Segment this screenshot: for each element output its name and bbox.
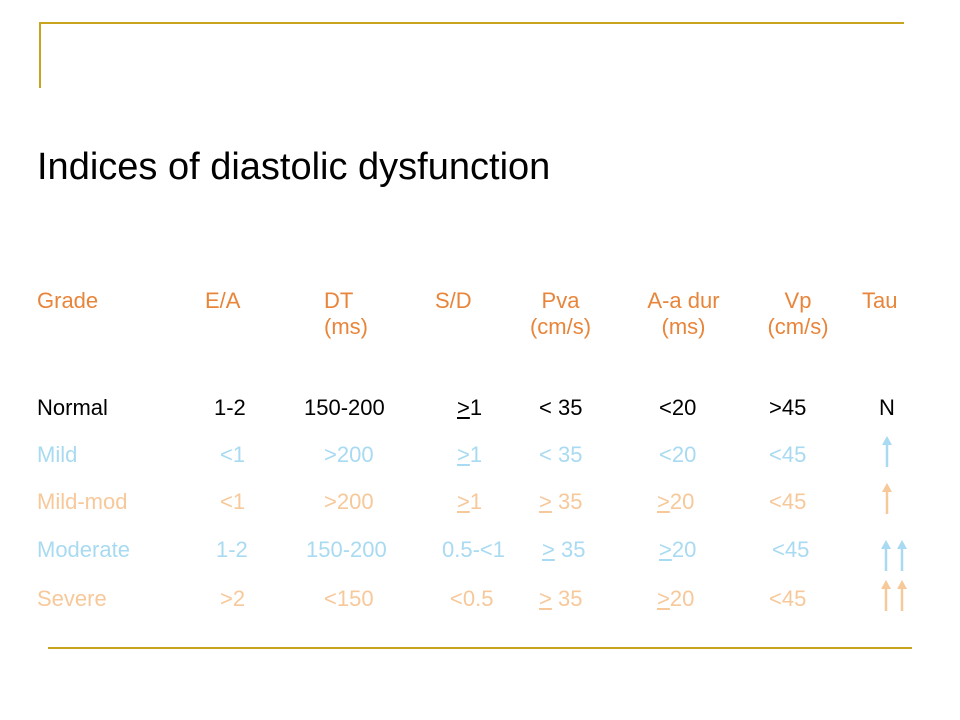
header-dt-label: DT	[324, 288, 354, 313]
cell-sd: >1	[457, 442, 482, 468]
cell-dt: 150-200	[306, 537, 387, 562]
cell-sd: 0.5-<1	[442, 537, 505, 562]
cell-aadur: <20	[659, 442, 697, 467]
cell-pva: < 35	[539, 395, 583, 420]
frame-left-rule	[39, 22, 41, 88]
cell-vp: >45	[769, 395, 807, 420]
cell-aadur-symbol: >	[657, 489, 670, 514]
cell-grade: Moderate	[37, 537, 130, 562]
cell-pva-value: 35	[554, 537, 586, 562]
header-grade: Grade	[37, 288, 99, 313]
header-ea: E/A	[205, 288, 241, 313]
cell-pva-symbol: >	[539, 586, 552, 611]
cell-sd-value: 1	[469, 489, 483, 514]
cell-aadur: >20	[657, 489, 694, 515]
cell-grade: Mild	[37, 442, 78, 467]
header-aadur: A-a dur (ms)	[636, 288, 731, 340]
cell-sd-symbol: >	[457, 395, 470, 420]
cell-dt: >200	[324, 442, 374, 467]
header-aadur-label: A-a dur	[647, 288, 720, 313]
cell-ea: <1	[220, 489, 246, 514]
header-vp: Vp (cm/s)	[758, 288, 838, 340]
cell-sd-value: 1	[469, 395, 483, 420]
cell-pva-value: 35	[551, 586, 583, 611]
cell-aadur: <20	[659, 395, 697, 420]
frame-bottom-rule	[48, 647, 912, 649]
header-pva: Pva (cm/s)	[523, 288, 598, 340]
cell-vp: <45	[769, 442, 807, 467]
cell-vp: <45	[769, 586, 807, 611]
cell-sd-symbol: >	[457, 489, 470, 514]
cell-ea: 1-2	[216, 537, 248, 562]
frame-top-rule	[39, 22, 904, 24]
cell-ea: 1-2	[214, 395, 246, 420]
header-vp-label: Vp	[784, 288, 812, 313]
cell-aadur-symbol: >	[659, 537, 672, 562]
cell-aadur-value: 20	[671, 537, 697, 562]
double-up-arrow-icon	[881, 580, 907, 611]
cell-aadur-symbol: >	[657, 586, 670, 611]
header-dt-unit: (ms)	[324, 314, 368, 339]
cell-dt: 150-200	[304, 395, 385, 420]
header-pva-label: Pva	[541, 288, 580, 313]
cell-aadur-value: 20	[669, 586, 695, 611]
cell-grade: Normal	[37, 395, 108, 420]
cell-aadur: >20	[657, 586, 694, 612]
cell-sd-value: 1	[469, 442, 483, 467]
cell-pva-value: 35	[551, 489, 583, 514]
header-vp-unit: (cm/s)	[767, 314, 829, 339]
cell-aadur: >20	[659, 537, 696, 563]
header-aadur-unit: (ms)	[661, 314, 706, 339]
cell-pva: < 35	[539, 442, 583, 467]
cell-ea: >2	[220, 586, 246, 611]
cell-pva-symbol: >	[542, 537, 555, 562]
cell-dt: <150	[324, 586, 374, 611]
double-up-arrow-icon	[881, 540, 907, 571]
cell-sd-symbol: >	[457, 442, 470, 467]
cell-pva-symbol: >	[539, 489, 552, 514]
cell-grade: Mild-mod	[37, 489, 128, 514]
cell-sd: >1	[457, 395, 482, 421]
cell-sd: <0.5	[450, 586, 494, 611]
cell-pva: > 35	[539, 489, 582, 515]
header-dt: DT (ms)	[324, 288, 368, 340]
up-arrow-icon	[882, 436, 892, 467]
cell-pva: > 35	[542, 537, 585, 563]
cell-vp: <45	[769, 489, 807, 514]
cell-aadur-value: 20	[669, 489, 695, 514]
cell-sd: >1	[457, 489, 482, 515]
cell-pva: > 35	[539, 586, 582, 612]
cell-vp: <45	[772, 537, 810, 562]
header-sd: S/D	[435, 288, 472, 313]
cell-grade: Severe	[37, 586, 107, 611]
slide-title: Indices of diastolic dysfunction	[37, 146, 551, 188]
header-pva-unit: (cm/s)	[529, 314, 592, 339]
header-tau: Tau	[862, 288, 898, 313]
cell-dt: >200	[324, 489, 374, 514]
up-arrow-icon	[882, 483, 892, 514]
cell-ea: <1	[220, 442, 246, 467]
cell-tau: N	[879, 395, 895, 420]
